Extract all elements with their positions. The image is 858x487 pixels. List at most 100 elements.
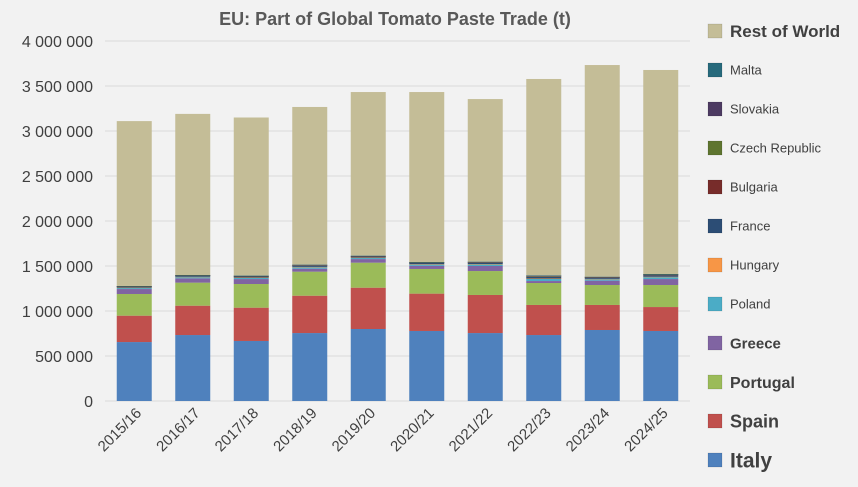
y-tick-label: 500 000 xyxy=(35,349,93,366)
bar-segment-portugal xyxy=(467,271,503,295)
bar-segment-portugal xyxy=(409,268,445,294)
bar-segment-poland xyxy=(292,267,328,269)
legend-swatch xyxy=(707,413,723,429)
bar-segment-rest-of-world xyxy=(116,121,152,286)
bar-segment-italy xyxy=(292,333,328,401)
bar-segment-malta xyxy=(175,275,211,276)
bar-segment-poland xyxy=(526,278,562,282)
y-tick-label: 3 000 000 xyxy=(22,124,93,141)
bar-segment-greece xyxy=(643,279,679,285)
legend-swatch xyxy=(707,257,723,273)
bar-segment-portugal xyxy=(116,293,152,316)
bar-segment-portugal xyxy=(526,283,562,305)
bar-segment-spain xyxy=(643,307,679,331)
bar-segment-spain xyxy=(233,307,269,341)
y-tick-label: 1 000 000 xyxy=(22,304,93,321)
x-tick-label: 2019/20 xyxy=(329,405,379,455)
chart-title: EU: Part of Global Tomato Paste Trade (t… xyxy=(219,9,571,29)
legend-label: Malta xyxy=(730,63,763,78)
legend-label: France xyxy=(730,219,770,234)
legend-swatch xyxy=(707,452,723,468)
bar-segment-france xyxy=(116,286,152,288)
bar-segment-czech-republic xyxy=(643,274,679,276)
legend-swatch xyxy=(707,62,723,78)
bar-segment-malta xyxy=(409,262,445,263)
bar-segment-rest-of-world xyxy=(175,113,211,276)
bar-segment-czech-republic xyxy=(526,275,562,277)
bar-segment-hungary xyxy=(409,264,445,265)
bar-segment-hungary xyxy=(175,276,211,278)
bar-segment-malta xyxy=(116,285,152,287)
bar-segment-spain xyxy=(175,305,211,336)
bar-segment-hungary xyxy=(643,276,679,278)
bar-segment-greece xyxy=(292,268,328,272)
bar-segment-france xyxy=(292,265,328,267)
bar-segment-czech-republic xyxy=(409,262,445,263)
x-tick-label: 2017/18 xyxy=(212,405,262,455)
legend-swatch xyxy=(707,335,723,351)
legend-label: Portugal xyxy=(730,375,795,392)
bar-segment-malta xyxy=(584,276,620,278)
bar-segment-spain xyxy=(116,315,152,343)
bar-segment-france xyxy=(233,276,269,278)
bar-segment-spain xyxy=(350,287,386,329)
bar-segment-rest-of-world xyxy=(467,99,503,262)
bar-segment-rest-of-world xyxy=(233,117,269,276)
y-tick-label: 2 000 000 xyxy=(22,214,93,231)
bar-segment-france xyxy=(526,276,562,279)
bar-segment-france xyxy=(409,262,445,265)
legend-swatch xyxy=(707,23,723,39)
legend-label: Czech Republic xyxy=(730,141,822,156)
bar-segment-portugal xyxy=(292,271,328,296)
bar-segment-rest-of-world xyxy=(292,106,328,265)
legend-label: Poland xyxy=(730,297,770,312)
y-tick-label: 2 500 000 xyxy=(22,169,93,186)
bar-segment-poland xyxy=(233,277,269,280)
bar-segment-hungary xyxy=(233,277,269,279)
bar-segment-france xyxy=(467,262,503,265)
bar-segment-rest-of-world xyxy=(409,92,445,263)
bar-segment-spain xyxy=(584,304,620,330)
bar-segment-france xyxy=(175,275,211,277)
x-tick-label: 2018/19 xyxy=(270,405,320,455)
x-tick-label: 2020/21 xyxy=(387,405,437,455)
legend-swatch xyxy=(707,101,723,117)
legend-swatch xyxy=(707,296,723,312)
legend-label: Greece xyxy=(730,335,781,352)
bar-segment-hungary xyxy=(467,264,503,265)
bar-segment-malta xyxy=(350,255,386,257)
bar-segment-italy xyxy=(350,329,386,401)
bar-segment-rest-of-world xyxy=(350,92,386,256)
bar-segment-poland xyxy=(350,257,386,260)
bar-segment-hungary xyxy=(584,278,620,280)
legend-swatch xyxy=(707,140,723,156)
bar-segment-italy xyxy=(467,333,503,401)
legend-label: Slovakia xyxy=(730,102,780,117)
bar-segment-poland xyxy=(643,277,679,280)
x-tick-label: 2023/24 xyxy=(563,405,613,455)
legend-swatch xyxy=(707,179,723,195)
x-tick-label: 2021/22 xyxy=(446,405,496,455)
bar-segment-portugal xyxy=(175,282,211,306)
bar-segment-portugal xyxy=(233,284,269,308)
bar-segment-poland xyxy=(467,264,503,266)
bar-segment-rest-of-world xyxy=(643,69,679,275)
bar-segment-portugal xyxy=(350,262,386,288)
bar-segment-greece xyxy=(409,265,445,269)
bar-segment-hungary xyxy=(292,266,328,268)
x-tick-label: 2015/16 xyxy=(95,405,145,455)
bar-segment-poland xyxy=(584,279,620,281)
bar-segment-france xyxy=(584,277,620,279)
y-tick-label: 1 500 000 xyxy=(22,259,93,276)
bar-segment-malta xyxy=(467,261,503,263)
bar-segment-greece xyxy=(526,281,562,284)
bar-segment-italy xyxy=(643,330,679,401)
bar-segment-malta xyxy=(292,264,328,266)
bar-segment-greece xyxy=(175,278,211,283)
bar-segment-hungary xyxy=(116,287,152,289)
x-tick-label: 2024/25 xyxy=(621,405,671,455)
bar-segment-italy xyxy=(409,330,445,401)
bar-segment-spain xyxy=(526,304,562,336)
